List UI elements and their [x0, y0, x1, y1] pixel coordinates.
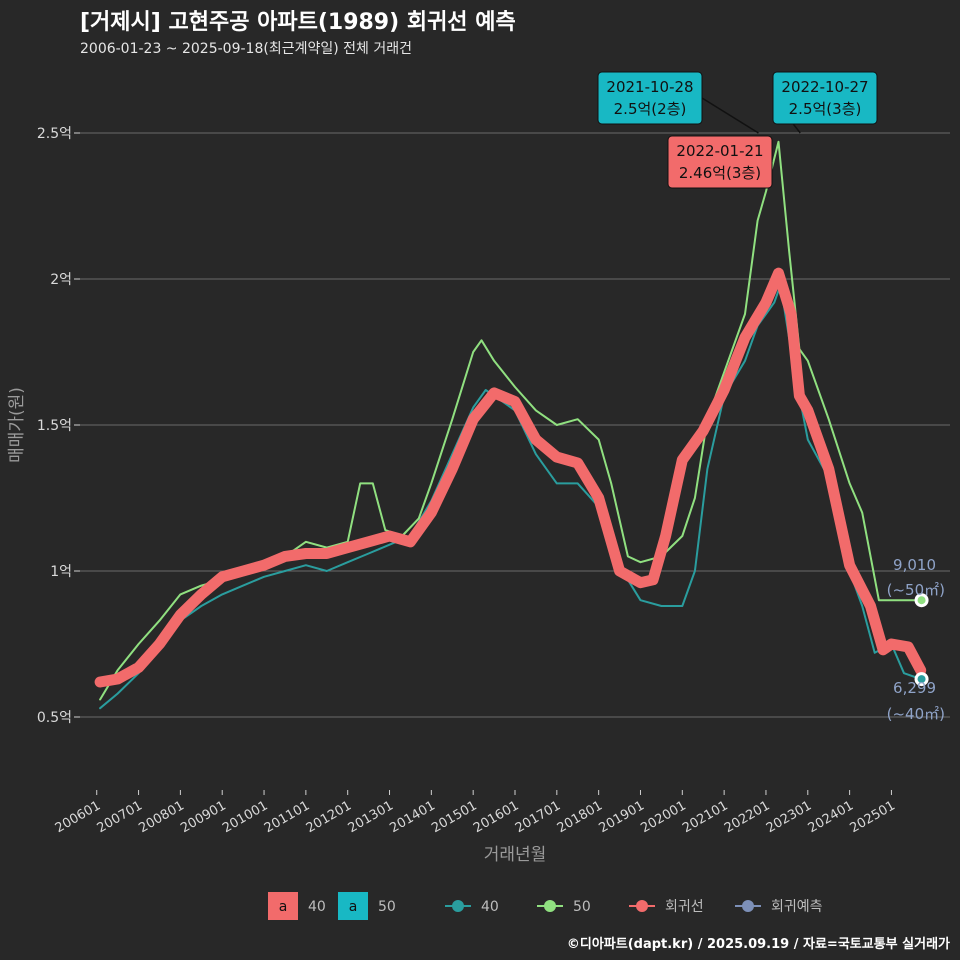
x-tick-label: 200801: [136, 798, 186, 836]
annotation-box: [597, 71, 703, 125]
forecast-point: [917, 675, 926, 684]
legend-fill-label: 40: [308, 899, 326, 915]
annotation-text: 2.46억(3층): [679, 164, 761, 182]
y-axis-title: 매매가(원): [7, 387, 27, 463]
x-axis-title: 거래년월: [484, 845, 547, 865]
chart-title: [거제시] 고현주공 아파트(1989) 회귀선 예측: [80, 10, 516, 35]
forecast-area-label: (~50㎡): [887, 581, 945, 599]
legend-fill-swatch: [338, 892, 368, 920]
annotation-leader: [701, 97, 759, 134]
x-tick-label: 201001: [220, 798, 270, 836]
x-tick-label: 202401: [806, 798, 856, 836]
chart-subtitle: 2006-01-23 ~ 2025-09-18(최근계약일) 전체 거래건: [80, 41, 412, 57]
legend-point-swatch: [544, 900, 556, 912]
y-tick-label: 0.5억: [37, 710, 72, 726]
x-tick-label: 202201: [722, 798, 772, 836]
annotation-date: 2022-10-27: [781, 78, 868, 96]
x-tick-label: 201201: [304, 798, 354, 836]
legend-point-swatch: [742, 900, 754, 912]
x-tick-label: 202501: [848, 798, 898, 836]
annotation-box: [772, 71, 878, 125]
y-tick-label: 2억: [50, 272, 72, 288]
forecast-value-label: 9,010: [893, 556, 936, 574]
x-tick-label: 201801: [555, 798, 605, 836]
x-tick-label: 201301: [346, 798, 396, 836]
annotation-text: 2.5억(2층): [614, 100, 687, 118]
x-tick-label: 200901: [178, 798, 228, 836]
legend-point-swatch: [636, 900, 648, 912]
x-tick-label: 201101: [262, 798, 312, 836]
y-tick-label: 2.5억: [37, 126, 72, 142]
x-tick-label: 202101: [680, 798, 730, 836]
legend-point-swatch: [452, 900, 464, 912]
legend-fill-swatch: [268, 892, 298, 920]
chart-caption: ©디아파트(dapt.kr) / 2025.09.19 / 자료=국토교통부 실…: [566, 937, 950, 952]
annotation-date: 2022-01-21: [676, 142, 763, 160]
legend-line-label: 50: [573, 899, 591, 915]
annotation-text: 2.5억(3층): [789, 100, 862, 118]
x-tick-label: 200601: [53, 798, 103, 836]
y-tick-label: 1.5억: [37, 418, 72, 434]
annotation-box: [667, 135, 773, 189]
legend-line-label: 40: [481, 899, 499, 915]
x-tick-label: 201901: [597, 798, 647, 836]
x-tick-label: 202301: [764, 798, 814, 836]
legend-line-label: 회귀선: [665, 899, 704, 915]
y-tick-label: 1억: [50, 564, 72, 580]
legend-line-label: 회귀예측: [771, 899, 823, 915]
x-tick-label: 201601: [471, 798, 521, 836]
x-tick-label: 201501: [429, 798, 479, 836]
forecast-area-label: (~40㎡): [887, 705, 945, 723]
x-tick-label: 202001: [638, 798, 688, 836]
legend-fill-key: a: [349, 899, 358, 915]
legend-fill-label: 50: [378, 899, 396, 915]
x-tick-label: 201401: [387, 798, 437, 836]
regression-line: [94, 267, 927, 688]
x-tick-label: 201701: [513, 798, 563, 836]
x-tick-label: 200701: [95, 798, 145, 836]
annotation-date: 2021-10-28: [606, 78, 693, 96]
forecast-point: [917, 596, 926, 605]
series-line-50: [99, 140, 922, 701]
forecast-value-label: 6,299: [893, 679, 936, 697]
legend-fill-key: a: [279, 899, 288, 915]
